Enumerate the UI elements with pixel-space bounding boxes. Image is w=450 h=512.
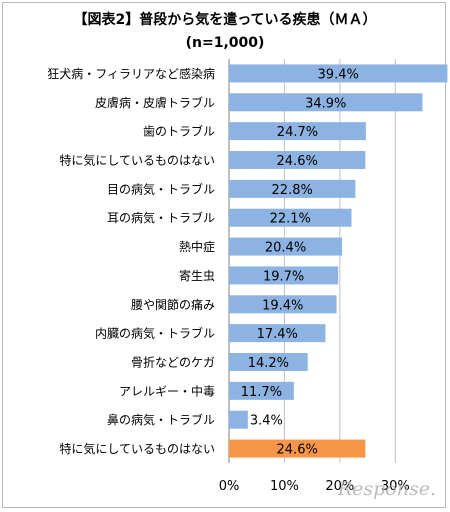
bar (229, 439, 366, 458)
x-tick-label: 20% (325, 479, 354, 494)
bar (229, 122, 366, 141)
x-tick-label: 0% (219, 479, 240, 494)
bar (229, 179, 356, 198)
category-label: アレルギー・中毒 (119, 383, 215, 398)
value-label: 19.4% (262, 298, 303, 313)
value-label: 39.4% (318, 67, 359, 82)
x-tick-label: 30% (381, 479, 410, 494)
category-label: 熱中症 (179, 239, 215, 254)
bar (229, 64, 448, 83)
category-label: 耳の病気・トラブル (107, 210, 215, 225)
chart-title: 【図表2】普段から気を遣っている疾患（ＭＡ） (73, 12, 377, 28)
value-label: 24.6% (277, 154, 318, 169)
value-label: 34.9% (305, 96, 346, 111)
value-label: 24.7% (277, 125, 318, 140)
bar (229, 266, 339, 285)
chart-frame (2, 2, 446, 508)
value-label: 11.7% (241, 385, 282, 400)
category-label: 内臓の病気・トラブル (95, 326, 215, 341)
bar (229, 295, 337, 314)
category-label: 寄生虫 (179, 268, 215, 283)
category-label: 特に気にしているものはない (59, 441, 215, 456)
bar (229, 353, 308, 371)
category-label: 皮膚病・皮膚トラブル (95, 95, 215, 110)
bar (229, 151, 366, 169)
bar (229, 324, 326, 343)
value-label: 22.8% (272, 183, 313, 198)
bar (229, 208, 352, 227)
bar (229, 237, 343, 256)
category-label: 狂犬病・フィラリアなど感染病 (47, 66, 215, 81)
category-label: 目の病気・トラブル (107, 181, 215, 196)
chart-subtitle: (n=1,000) (185, 35, 265, 51)
category-label: 特に気にしているものはない (59, 153, 215, 168)
category-label: 歯のトラブル (143, 124, 215, 139)
value-label: 22.1% (270, 212, 311, 227)
value-label: 19.7% (263, 269, 304, 284)
value-label: 17.4% (257, 327, 298, 342)
category-label: 腰や関節の痛み (131, 297, 215, 312)
bar (229, 93, 423, 112)
x-tick-label: 10% (270, 479, 299, 494)
bar (229, 381, 294, 400)
bar (229, 410, 248, 429)
value-label: 14.2% (248, 356, 289, 371)
value-label: 3.4% (250, 414, 283, 429)
value-label: 24.6% (277, 443, 318, 458)
value-label: 20.4% (265, 241, 306, 256)
category-label: 骨折などのケガ (131, 355, 215, 370)
category-label: 鼻の病気・トラブル (107, 412, 215, 427)
watermark-logo: Response. (337, 478, 436, 500)
